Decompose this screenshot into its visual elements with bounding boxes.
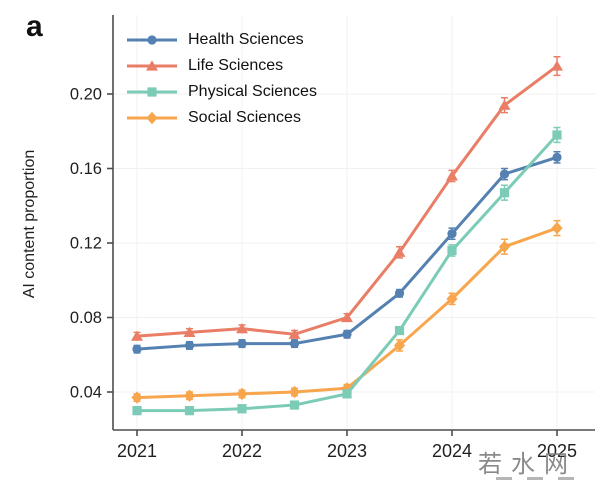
- series-physical-sciences: [132, 126, 562, 416]
- legend-swatch: [127, 34, 177, 45]
- circle-marker: [342, 329, 352, 339]
- square-marker: [184, 406, 195, 416]
- legend-item-life-sciences: Life Sciences: [126, 54, 317, 77]
- legend-swatch: [127, 111, 177, 124]
- triangle-marker: [551, 60, 563, 71]
- x-tick-label: 2023: [327, 441, 367, 461]
- square-marker: [552, 130, 562, 140]
- circle-marker: [289, 338, 300, 349]
- diamond-marker: [498, 240, 511, 253]
- square-marker: [499, 188, 510, 198]
- square-marker: [132, 406, 142, 416]
- chart-legend: Health Sciences Life Sciences Physical Sci…: [126, 28, 317, 129]
- legend-item-physical-sciences: Physical Sciences: [126, 80, 317, 103]
- square-marker: [237, 404, 247, 414]
- x-tick-label: 2025: [537, 441, 577, 461]
- diamond-marker: [288, 385, 301, 399]
- diamond-marker: [183, 389, 196, 402]
- watermark-text: 若水网: [478, 451, 577, 478]
- watermark-subtext: [496, 477, 582, 480]
- diamond-marker: [236, 387, 248, 401]
- circle-marker: [237, 338, 247, 349]
- x-tick-label: 2022: [222, 441, 262, 461]
- x-tick-label: 2021: [117, 441, 157, 461]
- legend-label: Health Sciences: [188, 30, 304, 48]
- y-tick-label: 0.16: [70, 160, 102, 178]
- circle-marker: [447, 229, 457, 239]
- legend-label: Social Sciences: [188, 108, 301, 126]
- circle-marker: [394, 288, 405, 298]
- x-tick-label: 2024: [432, 441, 472, 461]
- y-tick-label: 0.20: [70, 86, 102, 104]
- triangle-marker: [288, 328, 301, 339]
- circle-marker: [147, 34, 157, 45]
- series-social-sciences: [131, 219, 563, 404]
- legend-item-social-sciences: Social Sciences: [126, 106, 317, 129]
- legend-swatch: [127, 86, 177, 97]
- y-tick-label: 0.04: [70, 384, 102, 402]
- legend-item-health-sciences: Health Sciences: [126, 28, 317, 51]
- diamond-marker: [551, 221, 563, 235]
- square-marker: [289, 400, 300, 410]
- series-life-sciences: [131, 56, 563, 341]
- triangle-marker: [393, 246, 406, 257]
- diamond-marker: [131, 391, 143, 404]
- diamond-marker: [146, 111, 158, 124]
- series-health-sciences: [132, 150, 562, 354]
- diamond-marker: [393, 339, 406, 352]
- triangle-marker: [146, 59, 158, 71]
- triangle-marker: [498, 99, 511, 110]
- triangle-marker: [236, 323, 248, 334]
- y-tick-label: 0.08: [70, 309, 102, 327]
- circle-marker: [184, 340, 195, 351]
- triangle-marker: [341, 311, 353, 323]
- square-marker: [342, 389, 352, 399]
- y-axis-label: AI content proportion: [21, 149, 38, 299]
- square-marker: [447, 245, 457, 256]
- triangle-marker: [131, 330, 143, 341]
- legend-swatch: [127, 59, 177, 71]
- triangle-marker: [446, 170, 458, 181]
- square-marker: [394, 325, 405, 336]
- legend-label: Physical Sciences: [188, 82, 317, 100]
- y-tick-label: 0.12: [70, 235, 102, 253]
- circle-marker: [132, 344, 142, 354]
- diamond-marker: [446, 292, 458, 306]
- circle-marker: [552, 152, 562, 162]
- square-marker: [147, 86, 157, 97]
- panel-label: a: [26, 10, 43, 43]
- legend-label: Life Sciences: [188, 56, 284, 74]
- triangle-marker: [183, 326, 196, 337]
- circle-marker: [499, 169, 510, 179]
